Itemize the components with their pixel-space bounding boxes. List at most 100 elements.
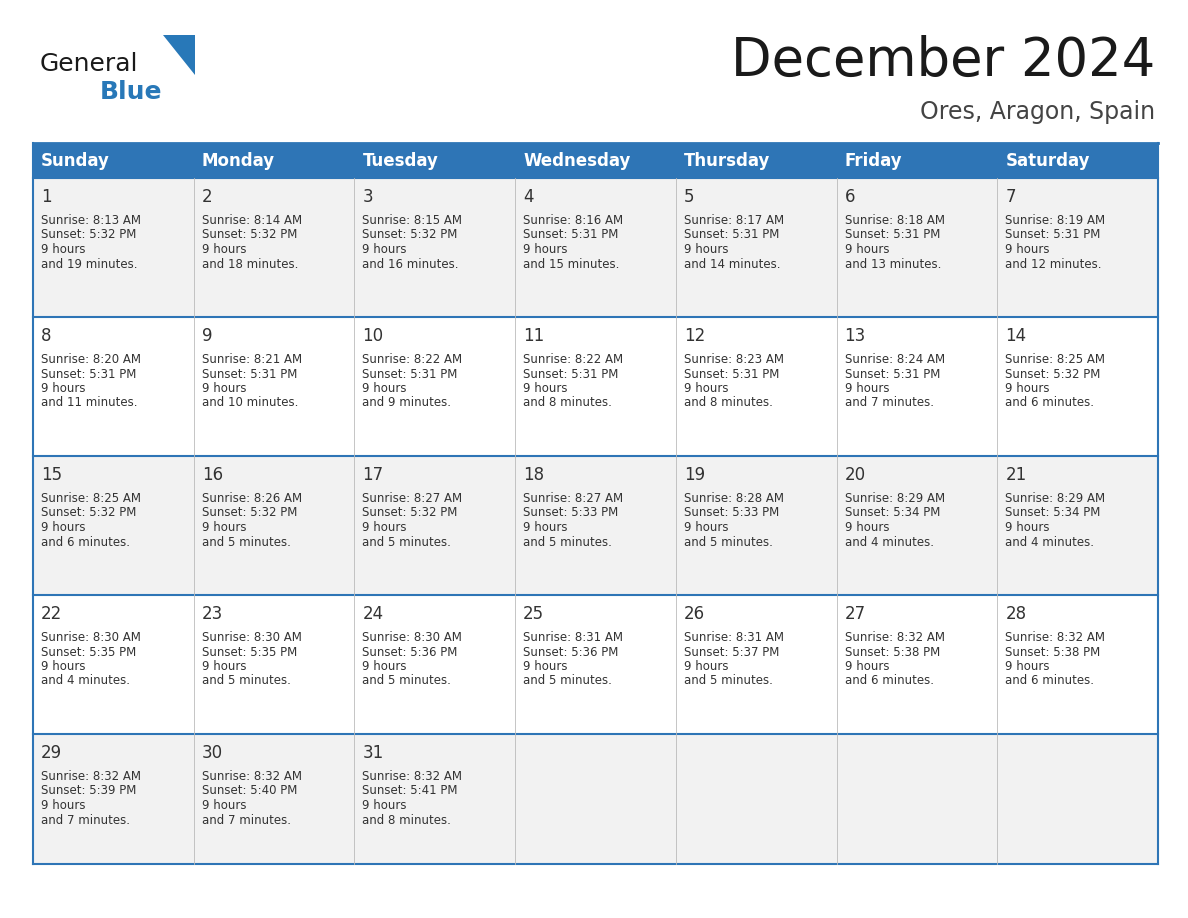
Text: 9 hours: 9 hours — [1005, 382, 1050, 395]
Text: and 18 minutes.: and 18 minutes. — [202, 258, 298, 271]
Text: and 15 minutes.: and 15 minutes. — [523, 258, 619, 271]
Bar — [33, 143, 1158, 178]
Text: Sunset: 5:32 PM: Sunset: 5:32 PM — [362, 507, 457, 520]
Text: and 5 minutes.: and 5 minutes. — [523, 535, 612, 548]
Text: Sunset: 5:38 PM: Sunset: 5:38 PM — [845, 645, 940, 658]
Text: 24: 24 — [362, 605, 384, 623]
Text: and 6 minutes.: and 6 minutes. — [42, 535, 129, 548]
Text: 9 hours: 9 hours — [42, 799, 86, 812]
Text: and 6 minutes.: and 6 minutes. — [845, 675, 934, 688]
Text: Thursday: Thursday — [684, 151, 770, 170]
Text: and 4 minutes.: and 4 minutes. — [1005, 535, 1094, 548]
Text: Sunrise: 8:20 AM: Sunrise: 8:20 AM — [42, 353, 141, 366]
Text: Sunrise: 8:19 AM: Sunrise: 8:19 AM — [1005, 214, 1105, 227]
Text: and 8 minutes.: and 8 minutes. — [362, 813, 451, 826]
Text: 13: 13 — [845, 327, 866, 345]
Text: and 13 minutes.: and 13 minutes. — [845, 258, 941, 271]
Text: 16: 16 — [202, 466, 223, 484]
Text: and 8 minutes.: and 8 minutes. — [684, 397, 772, 409]
Text: Sunrise: 8:15 AM: Sunrise: 8:15 AM — [362, 214, 462, 227]
Text: Tuesday: Tuesday — [362, 151, 438, 170]
Text: 28: 28 — [1005, 605, 1026, 623]
Text: 15: 15 — [42, 466, 62, 484]
Text: Sunset: 5:35 PM: Sunset: 5:35 PM — [42, 645, 137, 658]
Text: and 5 minutes.: and 5 minutes. — [362, 675, 451, 688]
Text: Sunrise: 8:26 AM: Sunrise: 8:26 AM — [202, 492, 302, 505]
Text: Sunset: 5:31 PM: Sunset: 5:31 PM — [202, 367, 297, 380]
Text: and 5 minutes.: and 5 minutes. — [202, 675, 291, 688]
Text: Sunset: 5:32 PM: Sunset: 5:32 PM — [42, 507, 137, 520]
Text: Sunrise: 8:23 AM: Sunrise: 8:23 AM — [684, 353, 784, 366]
Text: 9 hours: 9 hours — [42, 382, 86, 395]
Text: 21: 21 — [1005, 466, 1026, 484]
Text: Sunday: Sunday — [42, 151, 109, 170]
Text: 9 hours: 9 hours — [362, 521, 407, 534]
Text: Sunrise: 8:30 AM: Sunrise: 8:30 AM — [202, 631, 302, 644]
Text: and 11 minutes.: and 11 minutes. — [42, 397, 138, 409]
Text: 19: 19 — [684, 466, 704, 484]
Text: 18: 18 — [523, 466, 544, 484]
Text: 9 hours: 9 hours — [1005, 243, 1050, 256]
Text: 9 hours: 9 hours — [42, 243, 86, 256]
Text: and 7 minutes.: and 7 minutes. — [845, 397, 934, 409]
Text: 9 hours: 9 hours — [684, 243, 728, 256]
Text: 9 hours: 9 hours — [1005, 521, 1050, 534]
Text: Sunrise: 8:22 AM: Sunrise: 8:22 AM — [362, 353, 462, 366]
Text: 9 hours: 9 hours — [202, 382, 246, 395]
Text: 9 hours: 9 hours — [523, 660, 568, 673]
Text: 9 hours: 9 hours — [362, 660, 407, 673]
Text: 9 hours: 9 hours — [1005, 660, 1050, 673]
Text: and 16 minutes.: and 16 minutes. — [362, 258, 459, 271]
Text: General: General — [40, 52, 139, 76]
Bar — [33, 317, 1158, 456]
Bar — [33, 456, 1158, 595]
Text: Sunset: 5:40 PM: Sunset: 5:40 PM — [202, 785, 297, 798]
Text: 9 hours: 9 hours — [42, 660, 86, 673]
Text: 9 hours: 9 hours — [523, 243, 568, 256]
Text: Monday: Monday — [202, 151, 274, 170]
Text: Sunset: 5:31 PM: Sunset: 5:31 PM — [1005, 229, 1100, 241]
Text: Sunrise: 8:29 AM: Sunrise: 8:29 AM — [1005, 492, 1105, 505]
Text: and 6 minutes.: and 6 minutes. — [1005, 675, 1094, 688]
Text: Sunset: 5:36 PM: Sunset: 5:36 PM — [523, 645, 619, 658]
Bar — [33, 734, 1158, 864]
Text: Sunset: 5:35 PM: Sunset: 5:35 PM — [202, 645, 297, 658]
Text: Sunset: 5:37 PM: Sunset: 5:37 PM — [684, 645, 779, 658]
Text: 8: 8 — [42, 327, 51, 345]
Text: Sunset: 5:31 PM: Sunset: 5:31 PM — [845, 229, 940, 241]
Text: 9 hours: 9 hours — [684, 382, 728, 395]
Text: 14: 14 — [1005, 327, 1026, 345]
Text: Sunset: 5:32 PM: Sunset: 5:32 PM — [1005, 367, 1100, 380]
Text: Sunset: 5:31 PM: Sunset: 5:31 PM — [42, 367, 137, 380]
Text: 9 hours: 9 hours — [845, 382, 889, 395]
Text: Sunset: 5:41 PM: Sunset: 5:41 PM — [362, 785, 457, 798]
Polygon shape — [163, 35, 195, 75]
Text: 9 hours: 9 hours — [362, 243, 407, 256]
Bar — [33, 178, 1158, 317]
Text: Sunrise: 8:25 AM: Sunrise: 8:25 AM — [1005, 353, 1105, 366]
Text: Sunrise: 8:31 AM: Sunrise: 8:31 AM — [684, 631, 784, 644]
Text: Sunrise: 8:32 AM: Sunrise: 8:32 AM — [1005, 631, 1105, 644]
Text: Sunset: 5:31 PM: Sunset: 5:31 PM — [845, 367, 940, 380]
Text: Sunrise: 8:32 AM: Sunrise: 8:32 AM — [202, 770, 302, 783]
Text: 9 hours: 9 hours — [362, 799, 407, 812]
Text: 10: 10 — [362, 327, 384, 345]
Text: 30: 30 — [202, 744, 223, 762]
Text: 9 hours: 9 hours — [202, 521, 246, 534]
Text: 3: 3 — [362, 188, 373, 206]
Text: 4: 4 — [523, 188, 533, 206]
Text: and 5 minutes.: and 5 minutes. — [684, 675, 772, 688]
Text: Friday: Friday — [845, 151, 902, 170]
Text: Sunrise: 8:28 AM: Sunrise: 8:28 AM — [684, 492, 784, 505]
Text: Sunrise: 8:32 AM: Sunrise: 8:32 AM — [845, 631, 944, 644]
Text: and 6 minutes.: and 6 minutes. — [1005, 397, 1094, 409]
Text: 9 hours: 9 hours — [523, 382, 568, 395]
Text: 9 hours: 9 hours — [202, 660, 246, 673]
Text: 31: 31 — [362, 744, 384, 762]
Text: 9 hours: 9 hours — [523, 521, 568, 534]
Text: 9 hours: 9 hours — [684, 521, 728, 534]
Text: Sunset: 5:39 PM: Sunset: 5:39 PM — [42, 785, 137, 798]
Text: Sunset: 5:34 PM: Sunset: 5:34 PM — [1005, 507, 1100, 520]
Text: Sunset: 5:31 PM: Sunset: 5:31 PM — [684, 229, 779, 241]
Text: 5: 5 — [684, 188, 694, 206]
